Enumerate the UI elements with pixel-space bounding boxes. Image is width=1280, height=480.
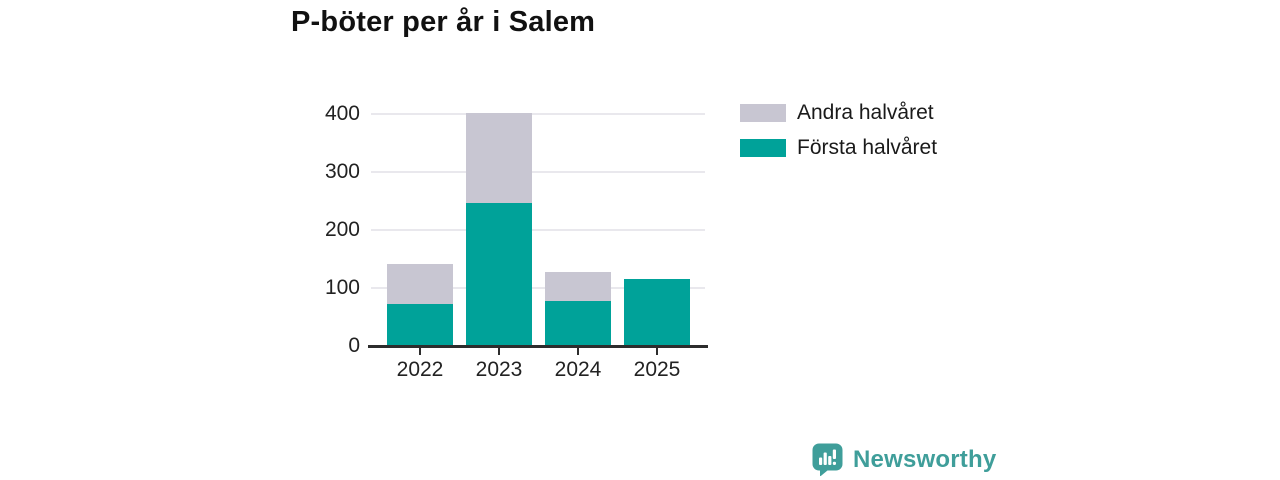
x-axis-tick-label-2023: 2023	[475, 358, 523, 381]
legend-swatch-1	[740, 139, 786, 157]
bar-segment-2024-första	[545, 300, 611, 346]
gridline-200	[371, 229, 705, 231]
bar-segment-2024-andra	[545, 272, 611, 301]
y-axis-tick-label-300: 300	[324, 160, 360, 183]
x-axis-line	[368, 345, 708, 348]
legend-swatch-0	[740, 104, 786, 122]
gridline-300	[371, 171, 705, 173]
x-axis-tick-label-2022: 2022	[396, 358, 444, 381]
x-axis-tick-2022	[419, 348, 421, 355]
chart-title: P-böter per år i Salem	[291, 6, 596, 38]
legend-label-0: Andra halvåret	[797, 101, 934, 124]
gridline-100	[371, 287, 705, 289]
x-axis-tick-label-2024: 2024	[554, 358, 602, 381]
y-axis-tick-label-100: 100	[324, 276, 360, 299]
bar-segment-2023-andra	[466, 113, 532, 204]
plot-area	[370, 113, 706, 346]
legend-item-0: Andra halvåret	[740, 102, 937, 124]
y-axis-tick-label-0: 0	[348, 334, 360, 357]
x-axis-tick-label-2025: 2025	[633, 358, 681, 381]
bar-segment-2023-första	[466, 203, 532, 346]
y-axis-tick-label-400: 400	[324, 102, 360, 125]
legend-label-1: Första halvåret	[797, 136, 938, 159]
legend-item-1: Första halvåret	[740, 137, 937, 159]
x-axis-tick-2023	[498, 348, 500, 355]
bar-segment-2025-första	[624, 278, 690, 346]
x-axis-tick-2024	[577, 348, 579, 355]
x-axis-tick-2025	[656, 348, 658, 355]
legend: Andra halvåret Första halvåret	[740, 102, 937, 172]
newsworthy-logo-icon	[812, 443, 843, 477]
bar-segment-2022-första	[387, 304, 453, 346]
bar-segment-2022-andra	[387, 263, 453, 305]
y-axis-tick-label-200: 200	[324, 218, 360, 241]
gridline-400	[371, 113, 705, 116]
newsworthy-logo: Newsworthy	[812, 443, 996, 477]
newsworthy-logo-text: Newsworthy	[853, 446, 997, 473]
